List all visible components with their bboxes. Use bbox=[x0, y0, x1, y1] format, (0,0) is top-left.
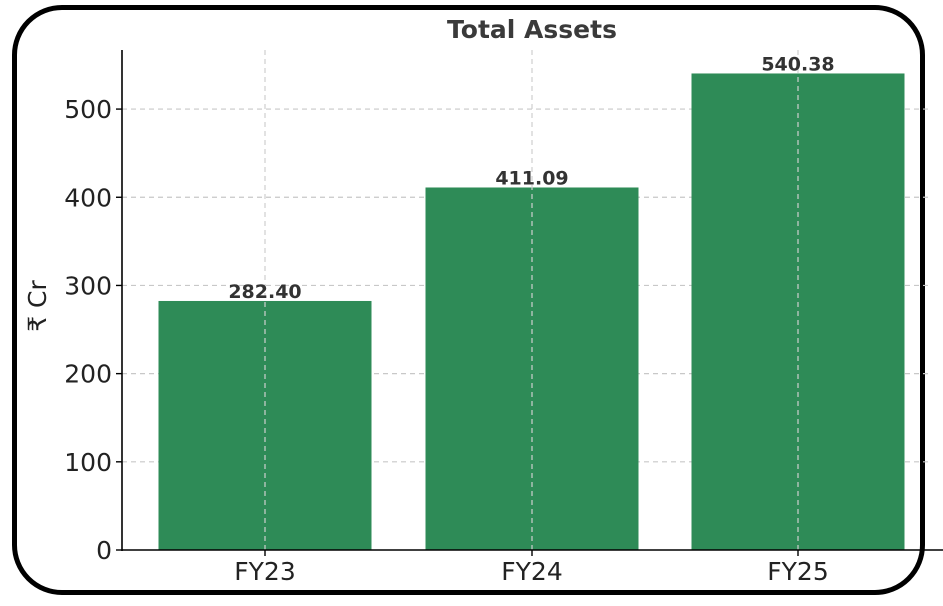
y-tick-label: 100 bbox=[64, 448, 112, 477]
chart-title: Total Assets bbox=[447, 15, 617, 44]
y-tick-label: 200 bbox=[64, 360, 112, 389]
x-tick-label: FY24 bbox=[501, 557, 562, 586]
y-tick-label: 300 bbox=[64, 271, 112, 300]
y-tick-label: 400 bbox=[64, 183, 112, 212]
x-tick-label: FY23 bbox=[234, 557, 295, 586]
bar-value-label: 540.38 bbox=[761, 53, 834, 75]
y-tick-label: 0 bbox=[96, 536, 112, 565]
bar-value-labels: 282.40 411.09 540.38 bbox=[228, 53, 834, 302]
bar-value-label: 411.09 bbox=[495, 167, 568, 189]
bar-value-label: 282.40 bbox=[228, 281, 301, 303]
y-axis-label: ₹ Cr bbox=[23, 279, 52, 331]
vertical-grid-lines bbox=[264, 50, 799, 550]
y-tick-label: 500 bbox=[64, 95, 112, 124]
y-tick-labels: 0 100 200 300 400 500 bbox=[64, 95, 122, 565]
x-tick-labels: FY23 FY24 FY25 bbox=[234, 550, 829, 586]
x-tick-label: FY25 bbox=[767, 557, 828, 586]
chart-frame bbox=[12, 5, 925, 595]
